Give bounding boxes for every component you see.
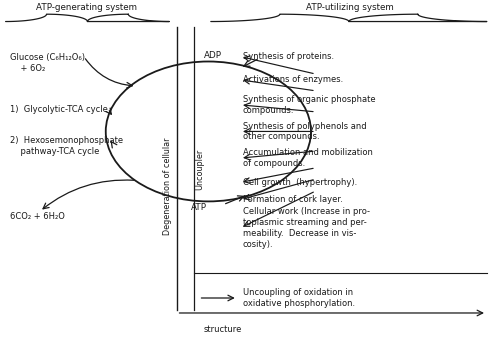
- Text: ADP: ADP: [204, 51, 222, 60]
- Text: ATP: ATP: [191, 203, 207, 212]
- Text: Uncoupler: Uncoupler: [195, 149, 204, 190]
- Text: structure: structure: [204, 325, 242, 334]
- Text: 2)  Hexosemonophosphate
    pathway-TCA cycle: 2) Hexosemonophosphate pathway-TCA cycle: [10, 136, 123, 156]
- Text: 6CO₂ + 6H₂O: 6CO₂ + 6H₂O: [10, 212, 65, 221]
- Text: Synthesis of polyphenols and
other compounds.: Synthesis of polyphenols and other compo…: [243, 122, 366, 141]
- Text: Degeneration of cellular: Degeneration of cellular: [163, 137, 172, 235]
- Text: ATP-generating system: ATP-generating system: [36, 3, 137, 11]
- Text: Synthesis of organic phosphate
compounds.: Synthesis of organic phosphate compounds…: [243, 95, 375, 115]
- Text: ATP-utilizing system: ATP-utilizing system: [306, 3, 394, 11]
- Text: Accumulation and mobilization
of compounds.: Accumulation and mobilization of compoun…: [243, 148, 372, 168]
- Text: Activations of enzymes.: Activations of enzymes.: [243, 75, 343, 84]
- Text: Cell growth  (hypertrophy).: Cell growth (hypertrophy).: [243, 178, 357, 187]
- Text: Glucose (C₆H₁₂O₆)
    + 6O₂: Glucose (C₆H₁₂O₆) + 6O₂: [10, 53, 85, 73]
- Text: 1)  Glycolytic-TCA cycle: 1) Glycolytic-TCA cycle: [10, 105, 108, 114]
- Text: Formation of cork layer.: Formation of cork layer.: [243, 195, 343, 204]
- Text: Synthesis of proteins.: Synthesis of proteins.: [243, 52, 334, 61]
- Text: Uncoupling of oxidation in
oxidative phosphorylation.: Uncoupling of oxidation in oxidative pho…: [243, 288, 355, 308]
- Text: Cellular work (Increase in pro-
toplasmic streaming and per-
meability.  Decreas: Cellular work (Increase in pro- toplasmi…: [243, 208, 369, 249]
